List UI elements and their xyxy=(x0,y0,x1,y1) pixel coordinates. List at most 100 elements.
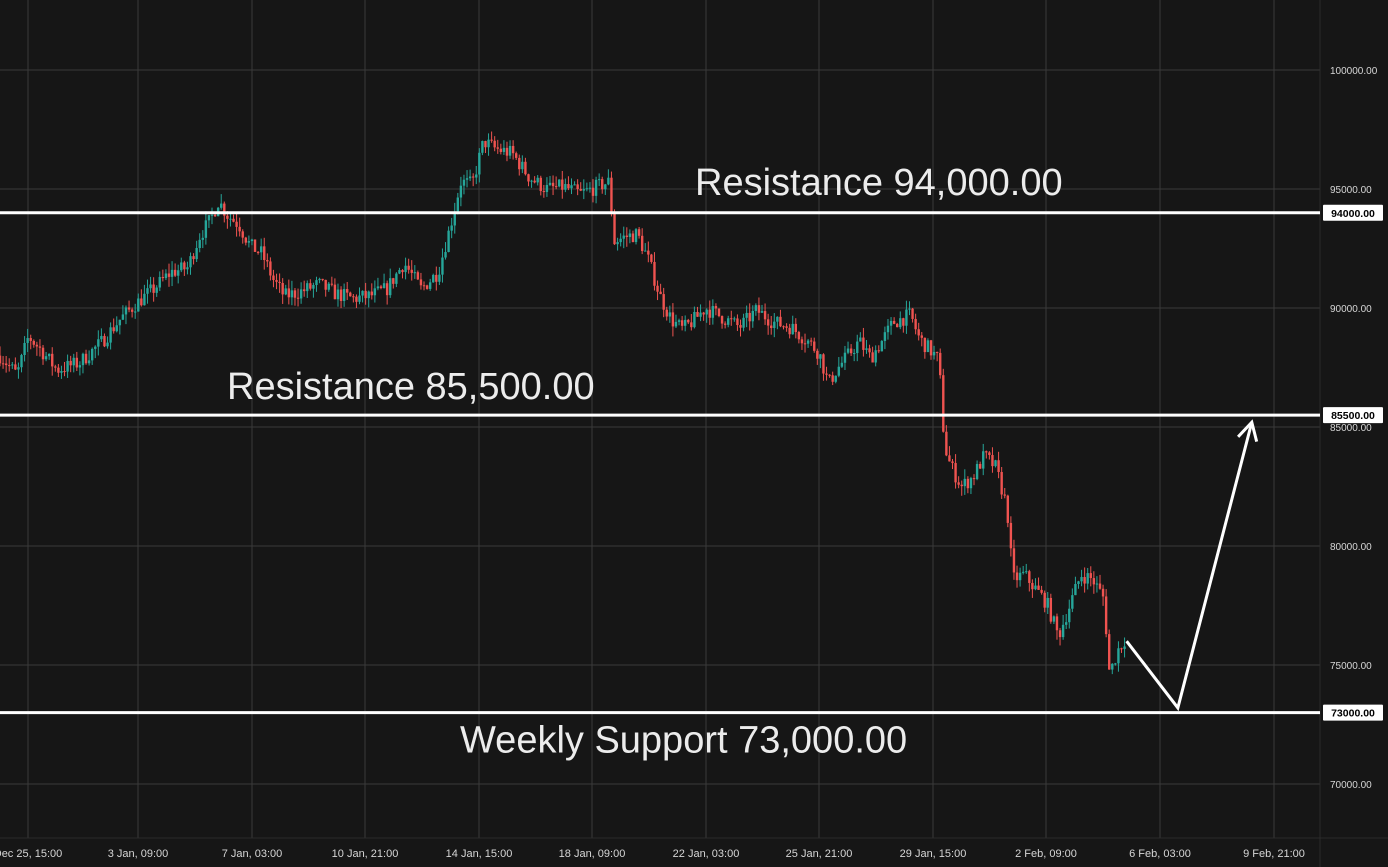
time-tick-label: Dec 25, 15:00 xyxy=(0,848,62,860)
candle-body xyxy=(757,305,761,313)
candle-body xyxy=(883,332,887,342)
candle-body xyxy=(514,153,518,158)
candle-body xyxy=(874,350,877,363)
time-tick-label: 25 Jan, 21:00 xyxy=(786,848,853,860)
candle-body xyxy=(911,308,914,319)
time-tick-label: 22 Jan, 03:00 xyxy=(673,848,740,860)
candle-body xyxy=(290,290,294,298)
candle-body xyxy=(1092,578,1096,585)
candle-body xyxy=(4,363,8,366)
candle-body xyxy=(241,231,244,238)
candle-body xyxy=(1046,597,1049,608)
candle-body xyxy=(63,371,66,373)
candle-body xyxy=(785,326,788,328)
time-tick-label: 29 Jan, 15:00 xyxy=(900,848,967,860)
candle-body xyxy=(554,186,558,188)
candle-body xyxy=(708,309,711,318)
candle-body xyxy=(871,352,874,363)
candle-body xyxy=(327,283,330,290)
candle-body xyxy=(180,262,183,271)
candle-body xyxy=(1009,522,1013,549)
candle-body xyxy=(355,296,358,302)
candle-body xyxy=(840,362,844,367)
candle-body xyxy=(751,310,754,322)
candle-body xyxy=(813,341,816,351)
candle-body xyxy=(29,338,32,341)
candle-body xyxy=(1031,582,1034,590)
candle-body xyxy=(834,375,837,382)
candle-body xyxy=(367,291,370,299)
candle-body xyxy=(72,357,75,366)
candle-body xyxy=(727,318,730,325)
candle-body xyxy=(413,272,417,274)
candle-body xyxy=(306,283,309,292)
candle-body xyxy=(425,285,429,289)
candle-body xyxy=(545,184,549,192)
candle-body xyxy=(892,320,896,324)
level-label: Resistance 85,500.00 xyxy=(227,366,595,408)
candle-body xyxy=(548,182,552,185)
candle-body xyxy=(103,335,106,347)
candle-body xyxy=(978,464,982,469)
candle-body xyxy=(794,323,798,333)
candle-body xyxy=(379,286,383,289)
candle-body xyxy=(748,312,751,322)
candle-body xyxy=(336,289,340,300)
candle-body xyxy=(44,356,48,360)
candle-body xyxy=(471,176,475,178)
candle-body xyxy=(1117,648,1120,664)
candle-body xyxy=(576,184,579,189)
candle-body xyxy=(705,309,708,315)
candle-body xyxy=(524,161,527,175)
candle-body xyxy=(441,257,444,275)
candle-body xyxy=(173,269,177,276)
candle-body xyxy=(32,340,35,345)
candle-body xyxy=(533,180,536,183)
candle-body xyxy=(849,348,853,354)
candle-body xyxy=(392,278,395,284)
level-label: Resistance 94,000.00 xyxy=(695,162,1063,204)
candle-body xyxy=(149,284,152,289)
time-tick-label: 18 Jan, 09:00 xyxy=(559,848,626,860)
candle-body xyxy=(398,270,401,274)
candle-body xyxy=(939,352,942,376)
candle-body xyxy=(54,366,57,368)
candle-body xyxy=(932,351,936,356)
candle-body xyxy=(604,184,607,190)
candle-body xyxy=(1123,646,1126,650)
candle-body xyxy=(1101,588,1105,597)
candle-body xyxy=(634,229,638,243)
candle-body xyxy=(988,452,991,456)
candle-body xyxy=(508,145,512,156)
candle-body xyxy=(201,237,204,240)
candle-body xyxy=(594,179,598,196)
candle-body xyxy=(229,218,232,220)
candle-body xyxy=(975,464,979,480)
candle-body xyxy=(318,278,321,281)
candle-body xyxy=(450,225,453,231)
candle-body xyxy=(647,250,650,255)
candle-body xyxy=(1000,472,1003,495)
candle-body xyxy=(905,309,908,326)
candle-body xyxy=(17,367,20,370)
candle-body xyxy=(886,325,890,333)
candle-body xyxy=(527,174,530,182)
price-tick-label: 85000.00 xyxy=(1330,423,1372,434)
candle-body xyxy=(972,478,976,480)
level-label: Weekly Support 73,000.00 xyxy=(460,720,907,762)
candle-body xyxy=(167,273,171,277)
candle-body xyxy=(250,239,254,242)
candle-body xyxy=(127,307,131,310)
candle-body xyxy=(1114,663,1117,665)
candle-body xyxy=(966,478,970,489)
candle-body xyxy=(1095,583,1099,585)
candle-body xyxy=(717,308,721,317)
price-tick-label: 70000.00 xyxy=(1330,780,1372,791)
candle-body xyxy=(591,187,595,196)
candle-body xyxy=(1074,584,1077,596)
candle-body xyxy=(155,287,158,293)
candle-body xyxy=(1021,571,1025,573)
candle-body xyxy=(244,237,248,243)
